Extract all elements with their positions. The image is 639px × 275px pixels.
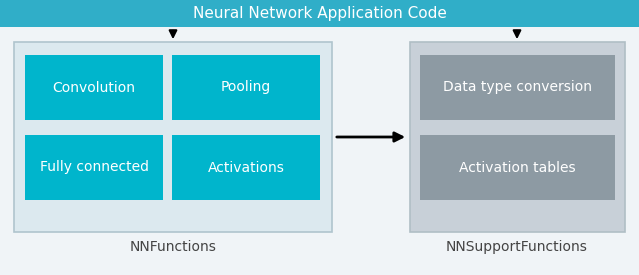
Bar: [25, 55, 163, 120]
Bar: [420, 135, 615, 200]
Text: Fully connected: Fully connected: [40, 161, 148, 175]
Bar: [25, 135, 163, 200]
Text: NNFunctions: NNFunctions: [130, 240, 217, 254]
Text: NNSupportFunctions: NNSupportFunctions: [446, 240, 588, 254]
Text: Data type conversion: Data type conversion: [443, 81, 592, 95]
Bar: [172, 135, 320, 200]
Bar: [0, 0, 639, 27]
Text: Neural Network Application Code: Neural Network Application Code: [192, 6, 447, 21]
Text: Activations: Activations: [208, 161, 284, 175]
Bar: [14, 42, 332, 232]
Bar: [172, 55, 320, 120]
Text: Pooling: Pooling: [221, 81, 271, 95]
Text: Convolution: Convolution: [52, 81, 135, 95]
Text: Activation tables: Activation tables: [459, 161, 576, 175]
Bar: [410, 42, 625, 232]
Bar: [420, 55, 615, 120]
